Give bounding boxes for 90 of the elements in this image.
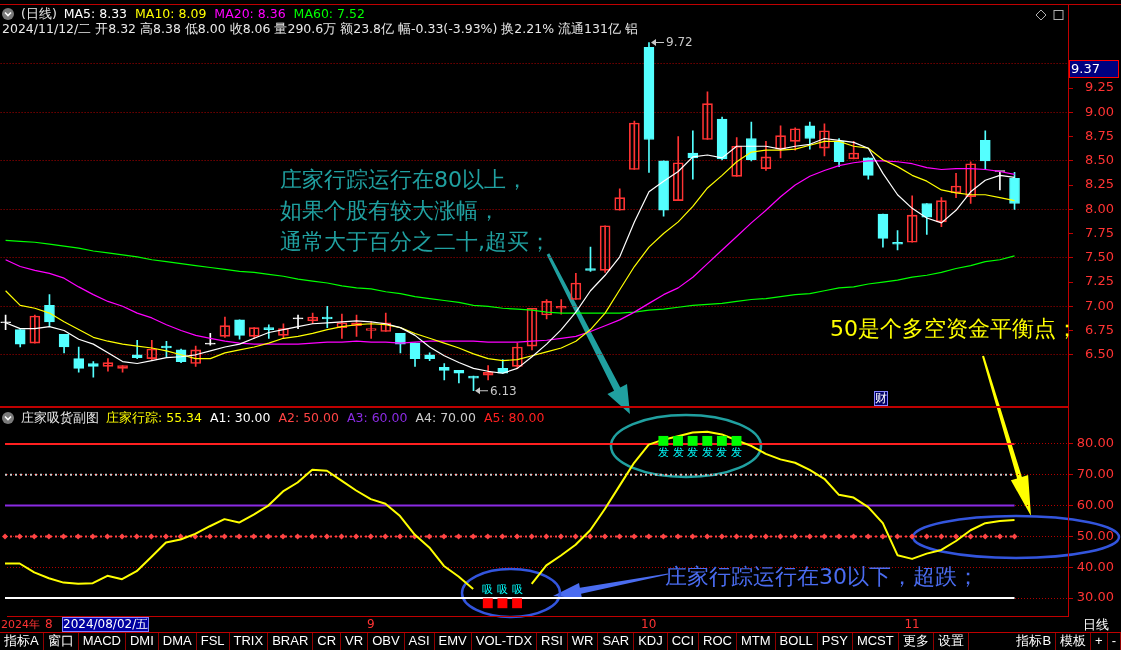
chart-title: (日线) <box>21 6 57 21</box>
text: 设置 <box>933 633 969 650</box>
y-tick-label: 8.25 <box>1085 176 1114 192</box>
text: MA10: 8.09 <box>135 6 207 21</box>
annotation: 2024/08/02/五 <box>62 617 150 632</box>
data-label: 发 <box>701 446 713 460</box>
text: A1: 30.00 <box>209 410 271 425</box>
y-tick-label: 6.50 <box>1085 346 1114 362</box>
text: 日线 <box>1083 617 1109 632</box>
y-tick-label: 70.00 <box>1076 466 1114 482</box>
y-tick-label: 80.00 <box>1076 435 1114 451</box>
text: VOL-TDX <box>471 633 538 650</box>
chart-subtitle: 2024/11/12/二 开8.32 高8.38 低8.00 收8.06 量290.6万 额23.8亿 幅-0.33(-3.93%) 换2.21% 流通131亿 铝 <box>2 21 638 36</box>
text: WR <box>567 633 599 650</box>
series-label: A5: 80.00 <box>483 410 545 425</box>
y-tick-label: 50.00 <box>1076 527 1114 543</box>
text: MA60: 7.52 <box>293 6 365 21</box>
candlestick <box>438 363 450 381</box>
data-label: 吸 <box>482 582 494 596</box>
annotation: 庄家行踪运行在30以下，超跌； <box>665 563 979 591</box>
text: A3: 60.00 <box>346 410 408 425</box>
text: BRAR <box>268 633 314 650</box>
candlestick <box>263 324 275 339</box>
y-tick-label: 7.50 <box>1085 249 1114 265</box>
x-tick-label: 11 <box>904 616 920 631</box>
text: 更多 <box>898 633 934 650</box>
text: RSI <box>537 633 568 650</box>
text: PSY <box>817 633 853 650</box>
text: A4: 70.00 <box>415 410 476 425</box>
y-tick-label: 9.25 <box>1085 79 1114 95</box>
text: 庄家行踪: 55.34 <box>106 410 202 425</box>
data-label: 发 <box>716 446 728 460</box>
text: KDJ <box>634 633 668 650</box>
y-tick-label: 7.00 <box>1085 297 1114 313</box>
text: CR <box>313 633 342 650</box>
text: OBV <box>368 633 405 650</box>
text: FSL <box>196 633 230 650</box>
y-tick-label: 60.00 <box>1076 496 1114 512</box>
text: DMA <box>158 633 197 650</box>
x-tick-label: 10 <box>641 616 657 631</box>
y-tick-label: 8.75 <box>1085 127 1114 143</box>
text: 9.37 <box>1069 60 1119 78</box>
text: 2024年 <box>1 617 40 632</box>
text: TRIX <box>229 633 269 650</box>
x-tick-label: 9 <box>366 616 375 631</box>
y-tick-label: 40.00 <box>1076 558 1114 574</box>
text: ROC <box>699 633 737 650</box>
text: EMV <box>434 633 472 650</box>
text: CCI <box>667 633 700 650</box>
text: A2: 50.00 <box>278 410 339 425</box>
candlestick <box>292 314 304 329</box>
text: BOLL <box>775 633 818 650</box>
data-label: 吸 <box>496 582 508 596</box>
text: VR <box>341 633 369 650</box>
text: MTM <box>737 633 776 650</box>
y-tick-label: 9.00 <box>1085 103 1114 119</box>
y-tick-label: 6.75 <box>1085 321 1114 337</box>
text: DMI <box>125 633 159 650</box>
text: 模板 <box>1056 633 1092 650</box>
text: 指标A <box>0 633 44 650</box>
data-label: 吸 <box>511 582 523 596</box>
annotation: 如果个股有较大涨幅， <box>280 197 500 225</box>
y-tick-label: 30.00 <box>1076 589 1114 605</box>
text: MA20: 8.36 <box>214 6 286 21</box>
annotation: 6.13 <box>490 384 517 398</box>
text: ASI <box>404 633 435 650</box>
y-tick-label: 7.75 <box>1085 224 1114 240</box>
text: + <box>1091 633 1108 650</box>
text: SAR <box>598 633 635 650</box>
text: MA5: 8.33 <box>63 6 128 21</box>
text: MACD <box>78 633 126 650</box>
y-tick-label: 7.25 <box>1085 273 1114 289</box>
text: 窗口 <box>43 633 79 650</box>
chart-title: 庄家吸货副图 <box>21 410 99 425</box>
text: - <box>1107 633 1121 650</box>
candlestick <box>204 333 216 346</box>
annotation: 庄家行踪运行在80以上， <box>280 166 528 194</box>
y-tick-label: 8.50 <box>1085 152 1114 168</box>
data-label: 发 <box>687 446 699 460</box>
annotation: 财 <box>874 391 888 406</box>
data-label: 发 <box>657 446 669 460</box>
y-tick-label: 8.00 <box>1085 200 1114 216</box>
annotation: 通常大于百分之二十,超买； <box>280 228 551 256</box>
data-label: 发 <box>672 446 684 460</box>
text: MCST <box>852 633 899 650</box>
x-tick-label: 8 <box>45 616 53 631</box>
annotation: 50是个多空资金平衡点； <box>830 315 1078 343</box>
annotation: 9.72 <box>666 35 693 49</box>
data-label: 发 <box>731 446 743 460</box>
text: 指标B <box>1012 633 1057 650</box>
